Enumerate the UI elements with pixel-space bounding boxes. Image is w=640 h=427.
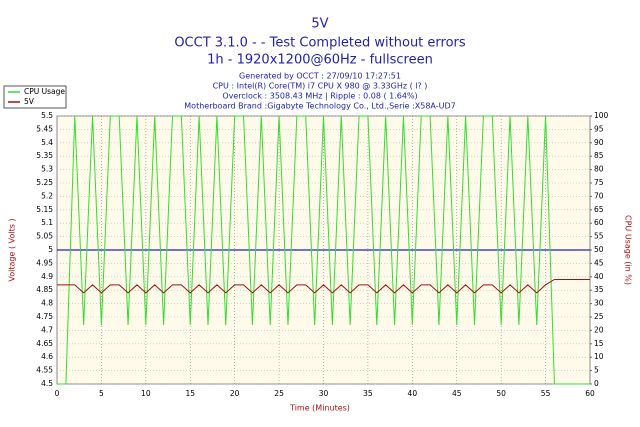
info-line: Generated by OCCT : 27/09/10 17:27:51 bbox=[239, 72, 401, 81]
y2-tick-label: 20 bbox=[594, 325, 604, 334]
info-line: Motherboard Brand :Gigabyte Technology C… bbox=[184, 102, 455, 111]
y-tick-label: 4.95 bbox=[36, 258, 53, 267]
chart-title: 5V bbox=[311, 17, 328, 32]
info-line: Overclock : 3508.43 MHz | Ripple : 0.08 … bbox=[222, 92, 417, 101]
y-tick-label: 4.6 bbox=[41, 352, 53, 361]
x-tick-label: 45 bbox=[452, 389, 462, 398]
y2-tick-label: 90 bbox=[594, 138, 604, 147]
x-tick-label: 60 bbox=[585, 389, 595, 398]
y2-tick-label: 25 bbox=[594, 312, 604, 321]
y-tick-label: 5.35 bbox=[36, 151, 53, 160]
chart-subtitle: OCCT 3.1.0 - - Test Completed without er… bbox=[174, 36, 466, 51]
legend-label: 5V bbox=[24, 97, 35, 106]
x-tick-label: 0 bbox=[55, 389, 60, 398]
y2-tick-label: 65 bbox=[594, 205, 604, 214]
y-tick-label: 4.85 bbox=[36, 285, 53, 294]
x-tick-label: 35 bbox=[363, 389, 373, 398]
y2-tick-label: 30 bbox=[594, 299, 604, 308]
y-tick-label: 5.4 bbox=[41, 138, 53, 147]
x-tick-label: 20 bbox=[230, 389, 240, 398]
y-tick-label: 4.55 bbox=[36, 366, 53, 375]
x-tick-label: 55 bbox=[541, 389, 551, 398]
y-tick-label: 5.05 bbox=[36, 232, 53, 241]
y-tick-label: 5.15 bbox=[36, 205, 53, 214]
y-axis-label: Voltage ( Volts ) bbox=[8, 218, 17, 281]
x-axis-label: Time (Minutes) bbox=[289, 404, 350, 413]
y-tick-label: 4.5 bbox=[41, 379, 53, 388]
y2-tick-label: 100 bbox=[594, 111, 609, 120]
y2-tick-label: 15 bbox=[594, 339, 604, 348]
series-line bbox=[57, 115, 590, 385]
y2-tick-label: 50 bbox=[594, 245, 604, 254]
y2-axis-label: CPU Usage (in %) bbox=[624, 215, 633, 285]
y2-tick-label: 80 bbox=[594, 165, 604, 174]
x-tick-label: 15 bbox=[185, 389, 195, 398]
y2-tick-label: 35 bbox=[594, 285, 604, 294]
y2-tick-label: 95 bbox=[594, 124, 604, 133]
y-tick-label: 4.65 bbox=[36, 339, 53, 348]
series-line bbox=[57, 278, 590, 294]
y-tick-label: 4.8 bbox=[41, 299, 53, 308]
x-tick-label: 5 bbox=[99, 389, 104, 398]
y-tick-label: 5.1 bbox=[41, 218, 53, 227]
y-tick-label: 4.7 bbox=[41, 325, 53, 334]
y2-tick-label: 60 bbox=[594, 218, 604, 227]
y-tick-label: 5.45 bbox=[36, 124, 53, 133]
y2-tick-label: 5 bbox=[594, 366, 599, 375]
x-tick-label: 50 bbox=[496, 389, 506, 398]
y2-tick-label: 40 bbox=[594, 272, 604, 281]
y2-tick-label: 85 bbox=[594, 151, 604, 160]
y2-tick-label: 10 bbox=[594, 352, 604, 361]
y-tick-label: 5.3 bbox=[41, 165, 53, 174]
y-tick-label: 5 bbox=[48, 245, 53, 254]
y-tick-label: 4.75 bbox=[36, 312, 53, 321]
y-tick-label: 5.2 bbox=[41, 191, 53, 200]
y2-tick-label: 70 bbox=[594, 191, 604, 200]
x-tick-label: 30 bbox=[319, 389, 329, 398]
y-tick-label: 4.9 bbox=[41, 272, 53, 281]
y2-tick-label: 0 bbox=[594, 379, 599, 388]
chart-subtitle: 1h - 1920x1200@60Hz - fullscreen bbox=[207, 53, 433, 68]
y2-tick-label: 75 bbox=[594, 178, 604, 187]
x-tick-label: 10 bbox=[141, 389, 151, 398]
legend-label: CPU Usage bbox=[24, 87, 65, 96]
info-line: CPU : Intel(R) Core(TM) i7 CPU X 980 @ 3… bbox=[213, 82, 428, 91]
y2-tick-label: 45 bbox=[594, 258, 604, 267]
y2-tick-label: 55 bbox=[594, 232, 604, 241]
x-tick-label: 40 bbox=[408, 389, 418, 398]
x-tick-label: 25 bbox=[274, 389, 284, 398]
y-tick-label: 5.5 bbox=[41, 111, 53, 120]
y-tick-label: 5.25 bbox=[36, 178, 53, 187]
